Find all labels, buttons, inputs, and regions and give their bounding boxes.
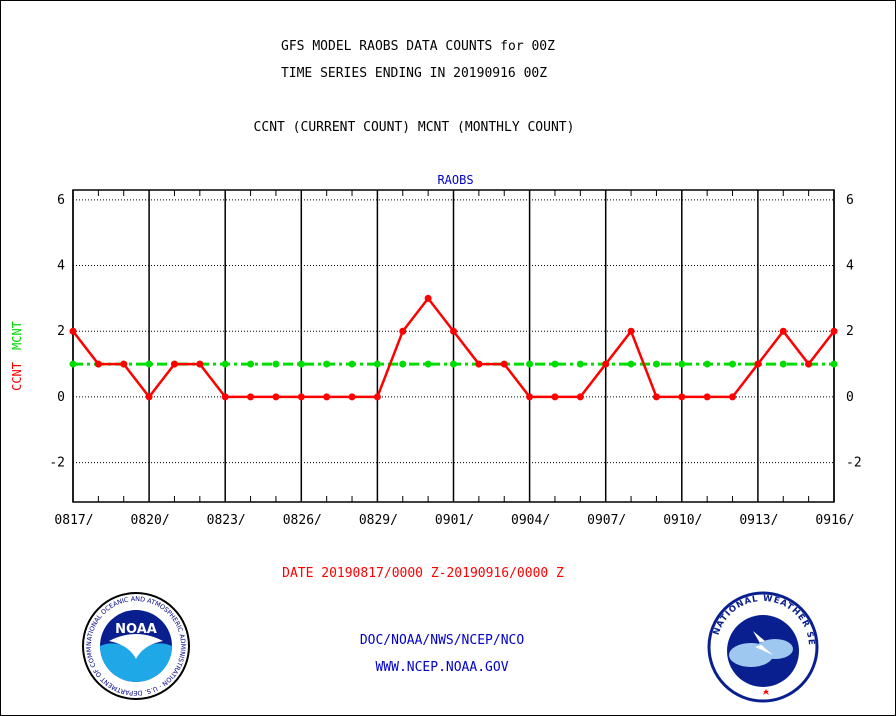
point-mcnt: [399, 360, 407, 368]
point-ccnt: [703, 393, 711, 401]
point-ccnt: [754, 360, 762, 368]
point-mcnt: [247, 360, 255, 368]
x-tick-label: 0826/: [283, 513, 322, 528]
point-ccnt: [120, 360, 128, 368]
raobs-chart: 6 6 4 4 2 2 0 0 -2 -2 0817/0820/0823/0826/0829/090…: [10, 173, 862, 528]
point-ccnt: [551, 393, 559, 401]
x-tick-label: 0904/: [511, 513, 550, 528]
point-mcnt: [729, 360, 737, 368]
y-axis-label-ccnt: CCNT: [10, 362, 24, 391]
title-line-1: GFS MODEL RAOBS DATA COUNTS for 00Z: [281, 39, 555, 54]
y-axis-label-mcnt: MCNT: [10, 321, 24, 350]
svg-text:NOAA: NOAA: [115, 622, 157, 637]
chart-title: RAOBS: [437, 173, 473, 187]
y-tick-label: 4: [57, 259, 65, 274]
point-mcnt: [221, 360, 229, 368]
x-tick-label: 0916/: [815, 513, 854, 528]
x-tick-label: 0820/: [131, 513, 170, 528]
x-tick-label: 0910/: [663, 513, 702, 528]
point-ccnt: [297, 393, 305, 401]
point-mcnt: [450, 360, 457, 368]
nws-logo: NATIONAL WEATHER SERVICE: [707, 591, 819, 703]
point-mcnt: [627, 360, 635, 368]
point-mcnt: [145, 360, 153, 368]
point-mcnt: [323, 360, 331, 368]
point-ccnt: [779, 327, 787, 335]
x-tick-label: 0829/: [359, 513, 398, 528]
x-tick-label: 0817/: [54, 513, 93, 528]
point-ccnt: [678, 393, 686, 401]
date-range: DATE 20190817/0000 Z-20190916/0000 Z: [282, 566, 564, 581]
y-tick-label-right: 0: [846, 390, 854, 405]
y-tick-label: 0: [57, 390, 65, 405]
point-ccnt: [450, 327, 457, 335]
point-mcnt: [779, 360, 787, 368]
noaa-logo: NATIONAL OCEANIC AND ATMOSPHERIC ADMINIS…: [81, 591, 190, 700]
point-ccnt: [145, 393, 153, 401]
x-tick-label: 0907/: [587, 513, 626, 528]
y-axis-label: CCNT MCNT: [10, 321, 24, 391]
x-tick-label: 0913/: [739, 513, 778, 528]
point-ccnt: [94, 360, 102, 368]
point-ccnt: [323, 393, 331, 401]
point-mcnt: [652, 360, 660, 368]
point-ccnt: [729, 393, 737, 401]
point-ccnt: [399, 327, 407, 335]
x-tick-label: 0823/: [207, 513, 246, 528]
point-mcnt: [69, 360, 77, 368]
point-ccnt: [170, 360, 178, 368]
title-line-2: TIME SERIES ENDING IN 20190916 00Z: [280, 66, 548, 81]
point-ccnt: [247, 393, 255, 401]
point-mcnt: [830, 360, 838, 368]
y-tick-label-right: 2: [846, 324, 854, 339]
point-mcnt: [373, 360, 381, 368]
y-tick-label: 6: [57, 193, 65, 208]
point-mcnt: [272, 360, 280, 368]
point-ccnt: [830, 327, 838, 335]
point-ccnt: [602, 360, 610, 368]
footer-org: DOC/NOAA/NWS/NCEP/NCO: [359, 633, 525, 648]
y-tick-label: 2: [57, 324, 65, 339]
point-mcnt: [424, 360, 432, 368]
point-ccnt: [652, 393, 660, 401]
point-ccnt: [69, 327, 77, 335]
footer-url: WWW.NCEP.NOAA.GOV: [375, 660, 509, 675]
point-ccnt: [196, 360, 204, 368]
point-ccnt: [221, 393, 229, 401]
point-ccnt: [272, 393, 280, 401]
point-mcnt: [348, 360, 356, 368]
y-tick-label-right: -2: [846, 456, 862, 471]
point-ccnt: [627, 327, 635, 335]
y-tick-label-right: 6: [846, 193, 854, 208]
point-ccnt: [424, 294, 432, 302]
point-mcnt: [678, 360, 686, 368]
point-mcnt: [576, 360, 584, 368]
point-mcnt: [297, 360, 305, 368]
point-mcnt: [526, 360, 534, 368]
point-ccnt: [576, 393, 584, 401]
subtitle: CCNT (CURRENT COUNT) MCNT (MONTHLY COUNT…: [253, 120, 575, 135]
point-mcnt: [551, 360, 559, 368]
y-tick-label: -2: [49, 456, 65, 471]
point-ccnt: [348, 393, 356, 401]
y-tick-label-right: 4: [846, 259, 854, 274]
point-ccnt: [526, 393, 534, 401]
point-ccnt: [373, 393, 381, 401]
x-tick-label: 0901/: [435, 513, 474, 528]
point-mcnt: [703, 360, 711, 368]
point-ccnt: [475, 360, 483, 368]
point-ccnt: [805, 360, 813, 368]
point-ccnt: [500, 360, 508, 368]
